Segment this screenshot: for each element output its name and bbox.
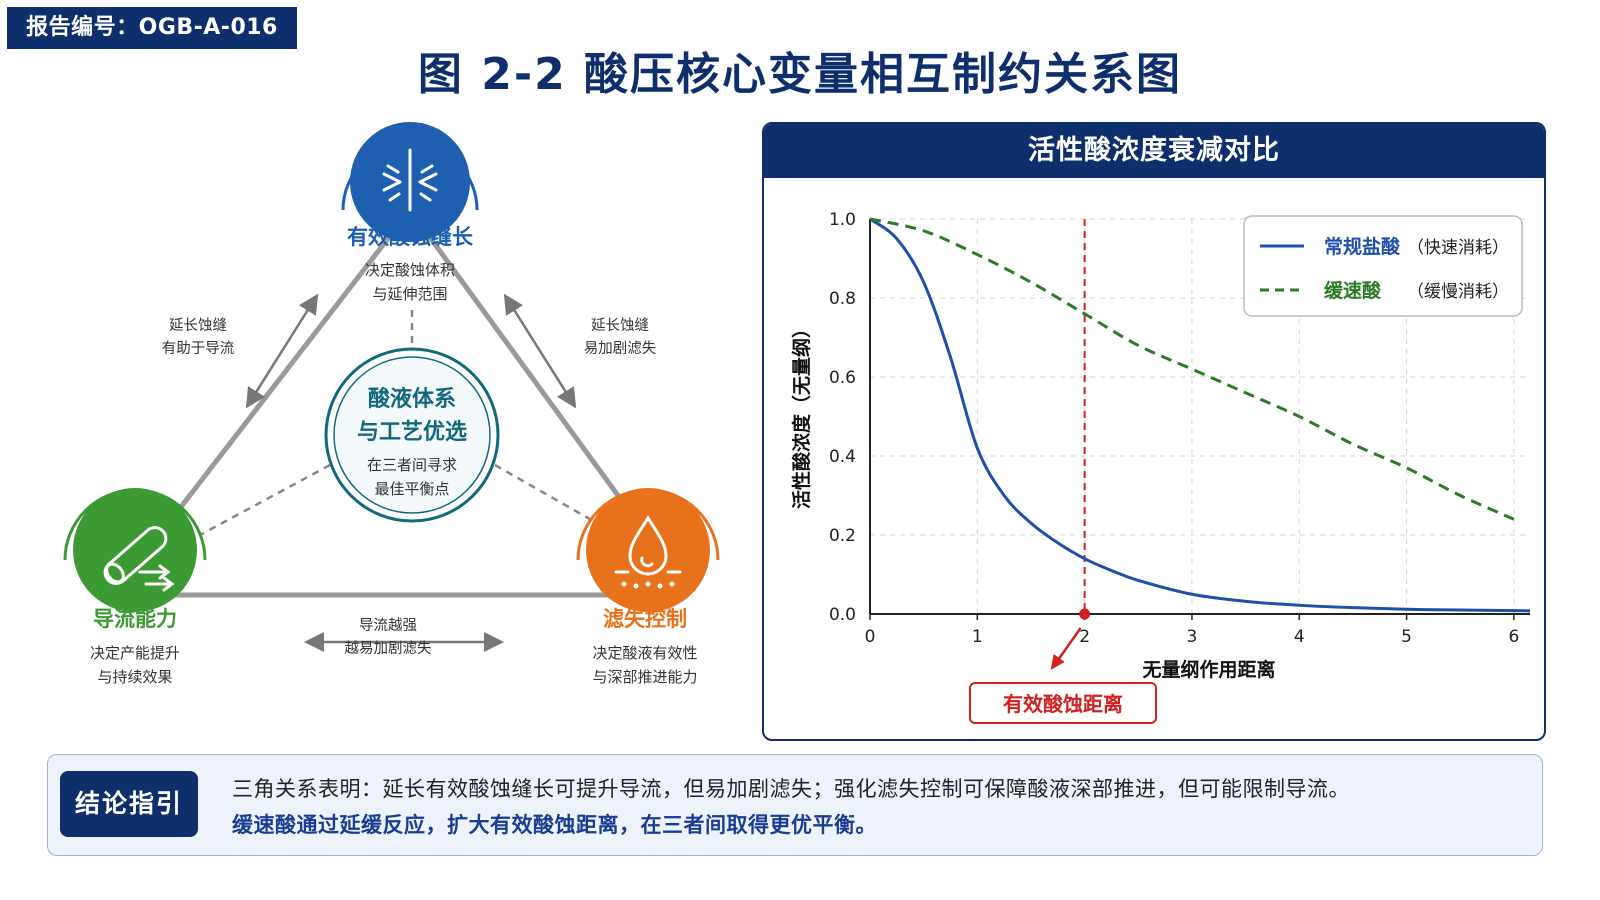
node-left-sub-2: 与持续效果	[97, 668, 172, 686]
conclusion-text-1: 三角关系表明：延长有效酸蚀缝长可提升导流，但易加剧滤失；强化滤失控制可保障酸液深…	[232, 777, 1350, 801]
center-sub-2: 最佳平衡点	[374, 480, 449, 498]
decay-chart: 0.0 0.2 0.4 0.6 0.8 1.0 0 1 2 3 4 5 6 无量纲作用距离 活性酸浓度（无量…	[790, 210, 1531, 724]
series-line-0	[869, 217, 1531, 613]
page-title: 图 2-2 酸压核心变量相互制约关系图	[417, 49, 1183, 100]
x-tick-label: 5	[1401, 627, 1412, 647]
legend-label-0: 常规盐酸	[1324, 235, 1401, 258]
node-top-title: 有效酸蚀缝长	[347, 225, 474, 249]
node-right-sub-2: 与深部推进能力	[592, 668, 697, 686]
node-right-title: 滤失控制	[603, 607, 687, 631]
node-right-sub-1: 决定酸液有效性	[592, 644, 697, 662]
legend-label-1: 缓速酸	[1324, 279, 1382, 302]
x-tick-label: 4	[1294, 627, 1305, 647]
series-line-1	[869, 217, 1515, 521]
x-tick-label: 1	[972, 627, 983, 647]
relationship-diagram: 延长蚀缝 有助于导流 延长蚀缝 易加剧滤失 导流越强 越易加剧滤失 有效酸蚀缝长…	[63, 122, 720, 686]
y-tick-label: 0.8	[829, 289, 856, 309]
center-link-right	[494, 463, 596, 524]
chart-title: 活性酸浓度衰减对比	[764, 124, 1544, 178]
edge-bottom-text-1: 导流越强	[359, 617, 417, 634]
fracture-icon	[382, 148, 438, 212]
chart-panel: 活性酸浓度衰减对比 0.0 0.2 0.4 0.6 0.8 1.0 0 1 2 3 4 5 6 无量纲作用…	[762, 122, 1546, 741]
node-fluid-loss: 滤失控制 决定酸液有效性 与深部推进能力	[576, 488, 720, 686]
node-left-sub-1: 决定产能提升	[90, 644, 180, 662]
conclusion-badge: 结论指引	[60, 771, 198, 837]
pipe-flow-icon	[103, 526, 175, 592]
x-axis-title: 无量纲作用距离	[1142, 658, 1275, 681]
y-tick-label: 1.0	[829, 210, 856, 230]
soil-dots	[621, 581, 675, 589]
node-fracture-length: 有效酸蚀缝长 决定酸蚀体积 与延伸范围	[341, 122, 479, 303]
node-left-title: 导流能力	[93, 607, 177, 631]
conclusion-text-2: 缓速酸通过延缓反应，扩大有效酸蚀距离，在三者间取得更优平衡。	[232, 813, 877, 837]
marker-label: 有效酸蚀距离	[1003, 692, 1123, 716]
edge-left-arrow	[245, 293, 319, 409]
legend-box	[1243, 215, 1523, 317]
droplet-icon	[614, 515, 682, 576]
node-conductivity: 导流能力 决定产能提升 与持续效果	[63, 488, 207, 686]
marker-arrow-shaft	[1055, 627, 1082, 663]
legend-note-0: （快速消耗）	[1407, 238, 1509, 258]
y-tick-label: 0.0	[829, 605, 856, 625]
center-link-left	[199, 463, 331, 537]
edge-left-text-2: 有助于导流	[162, 340, 235, 357]
x-tick-label: 6	[1508, 627, 1519, 647]
report-id-badge: 报告编号：OGB-A-016	[7, 7, 297, 49]
node-top-sub-1: 决定酸蚀体积	[365, 261, 455, 279]
marker-arrow-head	[1050, 654, 1065, 670]
y-tick-label: 0.2	[829, 526, 856, 546]
x-tick-label: 2	[1079, 627, 1090, 647]
conclusion-box: 结论指引 三角关系表明：延长有效酸蚀缝长可提升导流，但易加剧滤失；强化滤失控制可…	[47, 754, 1543, 856]
edge-left-text-1: 延长蚀缝	[169, 317, 227, 334]
center-title-2: 与工艺优选	[357, 419, 467, 445]
node-center-acid-system: 酸液体系 与工艺优选 在三者间寻求 最佳平衡点	[324, 347, 500, 523]
edge-right-text-1: 延长蚀缝	[591, 317, 649, 334]
center-sub-1: 在三者间寻求	[367, 456, 457, 474]
edge-bottom-text-2: 越易加剧滤失	[345, 640, 432, 657]
edge-right-arrow	[503, 293, 577, 409]
marker-dot	[1079, 608, 1091, 620]
x-tick-label: 0	[865, 627, 876, 647]
edge-right-text-2: 易加剧滤失	[584, 340, 657, 357]
x-tick-label: 3	[1187, 627, 1198, 647]
y-axis-title: 活性酸浓度（无量纲）	[790, 319, 813, 509]
center-title-1: 酸液体系	[368, 386, 456, 412]
marker-label-box	[969, 682, 1157, 724]
y-tick-label: 0.6	[829, 368, 856, 388]
node-top-sub-2: 与延伸范围	[372, 285, 447, 303]
y-tick-label: 0.4	[829, 447, 856, 467]
legend-note-1: （缓慢消耗）	[1407, 281, 1509, 302]
